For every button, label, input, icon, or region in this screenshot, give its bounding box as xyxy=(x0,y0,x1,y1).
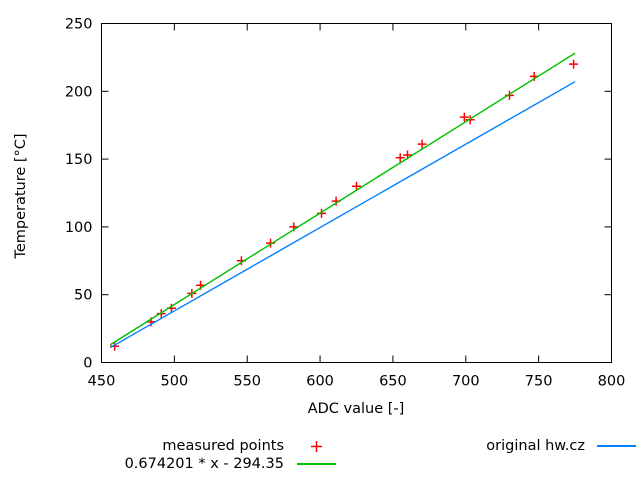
plot-frame xyxy=(101,23,612,363)
x-axis-title: ADC value [-] xyxy=(308,401,405,417)
x-tick-label: 650 xyxy=(379,374,407,390)
x-tick-label: 500 xyxy=(161,374,189,390)
x-tick-label: 450 xyxy=(88,374,116,390)
legend-plus-marker-icon xyxy=(311,441,322,452)
y-tick-label: 0 xyxy=(83,356,92,372)
x-tick-label: 750 xyxy=(525,374,553,390)
x-tick-label: 600 xyxy=(306,374,334,390)
y-tick-label: 250 xyxy=(65,17,93,33)
x-tick-label: 800 xyxy=(598,374,626,390)
legend-original-line-sample xyxy=(597,445,636,447)
legend-label-measured-points: measured points xyxy=(162,438,284,454)
plot-area: 450 500 550 600 650 700 750 800 0 50 100 150 200 250 xyxy=(65,17,626,390)
y-tick-label: 50 xyxy=(74,288,92,304)
legend-fit-line-sample xyxy=(297,463,336,465)
legend-label-original-hwcz: original hw.cz xyxy=(486,438,585,454)
series-line xyxy=(109,52,576,346)
y-tick-label: 100 xyxy=(65,220,93,236)
x-tick-label: 700 xyxy=(452,374,480,390)
x-tick-label: 550 xyxy=(233,374,261,390)
y-tick-label: 150 xyxy=(65,152,93,168)
series-line xyxy=(109,81,576,349)
y-axis-title: Temperature [°C] xyxy=(13,133,29,259)
y-tick-label: 200 xyxy=(65,84,93,100)
legend-label-fit-formula: 0.674201 * x - 294.35 xyxy=(124,456,284,472)
